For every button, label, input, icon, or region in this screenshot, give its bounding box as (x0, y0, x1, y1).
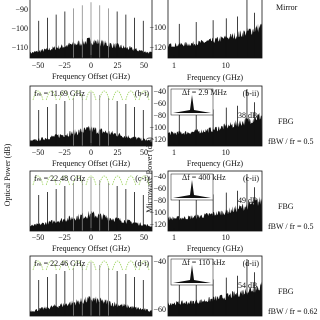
y-tick-label: −40 (153, 172, 166, 181)
x-tick-label: 0 (89, 61, 93, 70)
left-axis-title: Optical Power (dB) (3, 143, 12, 206)
x-tick-label: 10 (222, 148, 230, 157)
x-axis-label: Frequency (GHz) (187, 244, 244, 253)
spectrum (168, 23, 262, 58)
x-tick-label: 1 (172, 233, 176, 242)
filter-label: FBG (278, 202, 294, 211)
y-tick-label: −80 (153, 196, 166, 205)
y-tick-label: −100 (149, 23, 166, 32)
spectrum (168, 196, 262, 231)
panel-tag: (c-ii) (243, 174, 259, 183)
panel-note: Mirror (276, 3, 298, 12)
y-tick-label: −120 (149, 43, 166, 52)
x-tick-label: 25 (114, 233, 122, 242)
y-tick-label: −60 (153, 99, 166, 108)
spectrum (168, 112, 262, 146)
panel-tag: (d-ii) (243, 259, 260, 268)
x-tick-label: 25 (114, 148, 122, 157)
y-tick-label: −100 (11, 24, 28, 33)
inset-peak (173, 95, 211, 113)
suppression-label: 49 dB (238, 196, 257, 205)
panel-frame (167, 170, 263, 232)
linewidth-label: Δf = 110 kHz (182, 258, 226, 267)
x-tick-label: −50 (32, 233, 45, 242)
panel-tag: (d-i) (135, 259, 150, 268)
x-axis-label: Frequency (GHz) (187, 73, 244, 82)
filter-label: FBG (278, 117, 294, 126)
x-axis-label: Frequency Offset (GHz) (52, 159, 130, 168)
y-tick-label: −100 (149, 208, 166, 217)
x-tick-label: 0 (89, 148, 93, 157)
y-tick-label: −120 (149, 220, 166, 229)
panel-tag: (c-i) (135, 174, 149, 183)
x-tick-label: 10 (222, 61, 230, 70)
x-axis-label: Frequency (GHz) (187, 159, 244, 168)
y-tick-label: −80 (153, 111, 166, 120)
x-axis-label: Frequency Offset (GHz) (52, 72, 130, 81)
y-tick-label: −40 (153, 257, 166, 266)
x-tick-label: 50 (140, 233, 148, 242)
ratio-label: fBW / fr = 0.5 (268, 137, 313, 146)
panel-tag: (b-ii) (243, 89, 260, 98)
x-tick-label: 50 (140, 61, 148, 70)
modulation-label: fₘ = 22.46 GHz (34, 259, 86, 268)
linewidth-label: Δf = 400 kHz (182, 173, 226, 182)
spectrum (168, 281, 262, 316)
x-tick-label: −25 (58, 148, 71, 157)
inset-peak (173, 265, 211, 283)
x-tick-label: −50 (32, 148, 45, 157)
y-tick-label: −90 (15, 5, 28, 14)
modulation-label: fₘ = 11.69 GHz (34, 89, 85, 98)
y-tick-label: −100 (149, 123, 166, 132)
suppression-label: 38 dB (238, 111, 257, 120)
panel-tag: (b-i) (135, 89, 150, 98)
suppression-label: 54 dB (238, 281, 257, 290)
x-tick-label: 1 (172, 148, 176, 157)
ratio-label: fBW / fr = 0.5 (268, 222, 313, 231)
modulation-label: fₘ = 22.48 GHz (34, 174, 86, 183)
filter-label: FBG (278, 287, 294, 296)
y-tick-label: −110 (12, 43, 28, 52)
y-tick-label: −40 (153, 87, 166, 96)
panel-frame (167, 85, 263, 147)
x-tick-label: −25 (58, 61, 71, 70)
linewidth-label: Δf = 2.9 MHz (182, 88, 227, 97)
x-tick-label: 10 (222, 233, 230, 242)
filter-envelope (32, 260, 150, 271)
filter-envelope (32, 175, 150, 186)
filter-envelope (32, 90, 150, 101)
ratio-label: fBW / fr = 0.62 (268, 307, 317, 316)
x-tick-label: −25 (58, 233, 71, 242)
inset-peak (173, 180, 211, 198)
x-tick-label: 25 (114, 61, 122, 70)
y-tick-label: −120 (149, 135, 166, 144)
x-tick-label: 50 (140, 148, 148, 157)
panel-frame (167, 255, 263, 317)
x-tick-label: 0 (89, 233, 93, 242)
panel-frame (167, 0, 263, 59)
panel-frame (29, 255, 153, 317)
y-tick-label: −60 (153, 184, 166, 193)
x-axis-label: Frequency Offset (GHz) (52, 244, 130, 253)
right-axis-title: Microwave Power (dB) (145, 137, 154, 213)
y-tick-label: −60 (153, 305, 166, 314)
x-tick-label: 1 (172, 61, 176, 70)
x-tick-label: −50 (32, 61, 45, 70)
